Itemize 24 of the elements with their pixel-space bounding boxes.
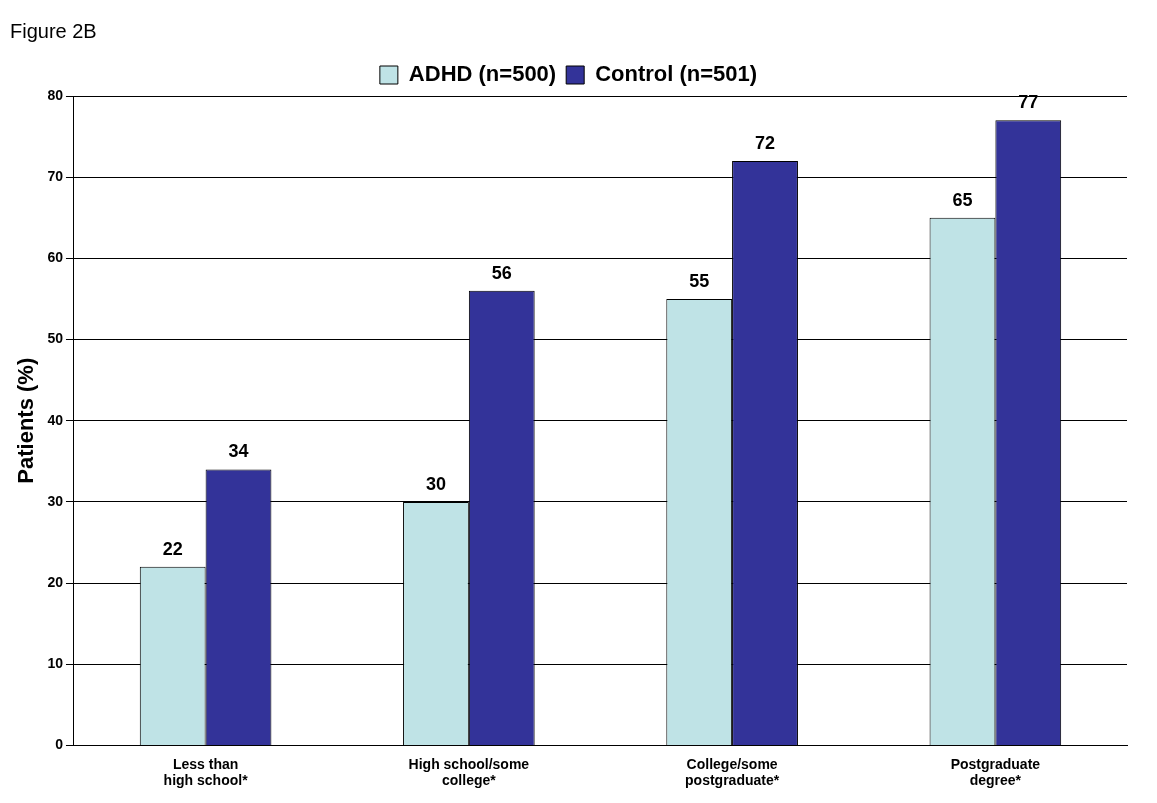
x-tick-label: High school/some college*	[408, 755, 530, 789]
y-tick-label: 70	[47, 168, 64, 185]
x-tick-label: College/some postgraduate*	[685, 755, 780, 789]
legend-label: Control (n=501)	[595, 61, 758, 87]
x-tick-label: Less than high school*	[163, 755, 249, 789]
y-tick-label: 50	[47, 330, 64, 347]
y-tick-label: 20	[47, 573, 64, 590]
x-tick-label: Postgraduate degree*	[950, 755, 1041, 789]
data-label: 56	[491, 262, 512, 283]
y-tick-label: 10	[47, 655, 64, 672]
y-axis-title: Patients (%)	[13, 357, 39, 484]
y-tick-label: 80	[47, 86, 64, 103]
data-label: 65	[952, 189, 973, 210]
data-label: 72	[755, 132, 776, 153]
legend-label: ADHD (n=500)	[408, 61, 557, 87]
data-label: 55	[689, 270, 710, 291]
chart-title: Figure 2B	[10, 19, 97, 42]
data-label: 30	[425, 473, 446, 494]
data-label: 34	[228, 441, 249, 462]
y-tick-label: 0	[55, 736, 64, 753]
data-label: 22	[162, 538, 183, 559]
y-tick-label: 60	[47, 249, 64, 266]
y-tick-label: 40	[47, 411, 64, 428]
y-tick-label: 30	[47, 492, 64, 509]
